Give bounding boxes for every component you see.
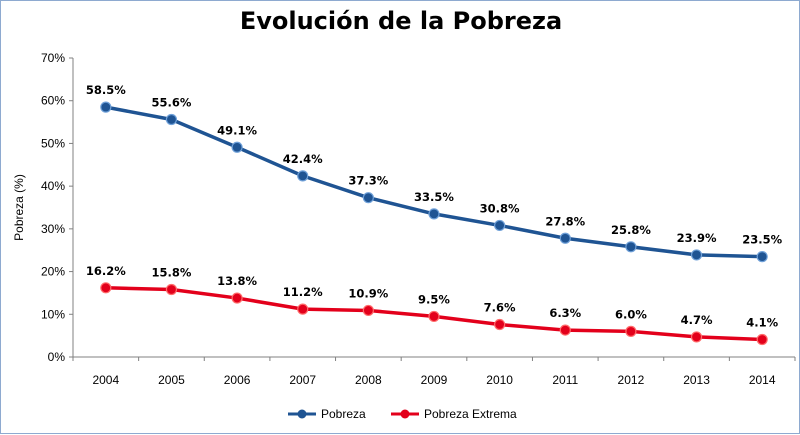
data-label: 30.8% — [480, 201, 520, 215]
x-tick-label: 2009 — [421, 373, 448, 387]
data-label: 10.9% — [348, 286, 388, 300]
data-point — [362, 304, 374, 317]
y-tick-label: 10% — [41, 307, 65, 321]
x-tick-label: 2006 — [224, 373, 251, 387]
legend: Pobreza Pobreza Extrema — [288, 407, 517, 421]
x-tick-label: 2005 — [158, 373, 185, 387]
data-label: 4.7% — [681, 313, 713, 327]
y-tick-label: 30% — [41, 222, 65, 236]
y-tick-label: 60% — [41, 94, 65, 108]
data-label: 58.5% — [86, 83, 126, 97]
data-point — [428, 208, 440, 220]
data-label: 6.3% — [549, 306, 581, 320]
x-tick-label: 2008 — [355, 373, 382, 387]
data-point — [494, 318, 506, 331]
data-point — [494, 219, 506, 232]
y-tick-label: 0% — [48, 350, 66, 364]
data-point — [100, 282, 112, 294]
data-label: 13.8% — [217, 274, 257, 288]
data-point — [165, 283, 178, 296]
data-point — [756, 333, 768, 346]
series-group: 58.5% 55.6% 49.1% 42.4% 37.3% 33.5% 30.8% 27.8%… — [86, 83, 783, 346]
data-label: 4.1% — [746, 315, 778, 329]
data-point — [231, 292, 243, 304]
legend-item: Pobreza Extrema — [391, 407, 517, 421]
data-point — [690, 331, 703, 343]
data-point — [559, 324, 571, 336]
data-label: 55.6% — [152, 96, 192, 110]
data-label: 42.4% — [283, 152, 323, 166]
data-point — [559, 232, 571, 244]
x-tick-label: 2014 — [749, 373, 776, 387]
data-point — [690, 249, 703, 261]
data-point — [625, 325, 637, 337]
data-label: 27.8% — [545, 214, 585, 228]
data-label: 9.5% — [418, 292, 450, 306]
legend-marker — [400, 409, 410, 419]
data-label: 16.2% — [86, 264, 126, 278]
x-tick-label: 2012 — [618, 373, 645, 387]
data-point — [231, 141, 243, 153]
legend-item: Pobreza — [288, 407, 366, 421]
data-label: 49.1% — [217, 123, 257, 137]
data-label: 11.2% — [283, 285, 323, 299]
series-pobreza: 58.5% 55.6% 49.1% 42.4% 37.3% 33.5% 30.8% 27.8%… — [86, 83, 783, 263]
y-tick-label: 40% — [41, 179, 65, 193]
legend-marker — [297, 409, 307, 419]
data-label: 37.3% — [348, 174, 388, 188]
legend-label: Pobreza — [321, 407, 366, 421]
data-label: 23.9% — [677, 231, 717, 245]
data-label: 33.5% — [414, 190, 454, 204]
y-tick-label: 50% — [41, 136, 65, 150]
data-point — [756, 251, 768, 263]
x-tick-label: 2010 — [486, 373, 513, 387]
data-label: 6.0% — [615, 307, 647, 321]
series-pobreza-extrema: 16.2% 15.8% 13.8% 11.2% 10.9% 9.5% 7.6% 6.3% 6.0… — [86, 264, 779, 346]
y-axis-label: Pobreza (%) — [12, 174, 26, 241]
x-tick-labels: 2004 2005 2006 2007 2008 2009 2010 2011 2012 2013… — [92, 373, 775, 387]
y-tick-label: 70% — [41, 51, 65, 65]
y-tick-label: 20% — [41, 265, 65, 279]
chart-title: Evolución de la Pobreza — [239, 7, 563, 35]
x-tick-label: 2004 — [92, 373, 119, 387]
data-point — [625, 241, 637, 253]
data-point — [362, 192, 374, 204]
axes — [69, 57, 796, 361]
data-label: 7.6% — [484, 301, 516, 315]
data-point — [100, 101, 112, 113]
series-line — [105, 105, 763, 259]
data-point — [297, 170, 309, 182]
data-label: 15.8% — [152, 266, 192, 280]
y-tick-labels: 0% 10% 20% 30% 40% 50% 60% 70% — [41, 51, 65, 364]
x-tick-label: 2013 — [683, 373, 710, 387]
data-label: 25.8% — [611, 223, 651, 237]
data-point — [165, 113, 178, 126]
x-tick-label: 2007 — [289, 373, 316, 387]
data-point — [428, 310, 440, 323]
legend-label: Pobreza Extrema — [424, 407, 517, 421]
data-point — [297, 303, 309, 315]
data-label: 23.5% — [742, 233, 782, 247]
x-tick-label: 2011 — [552, 373, 578, 387]
